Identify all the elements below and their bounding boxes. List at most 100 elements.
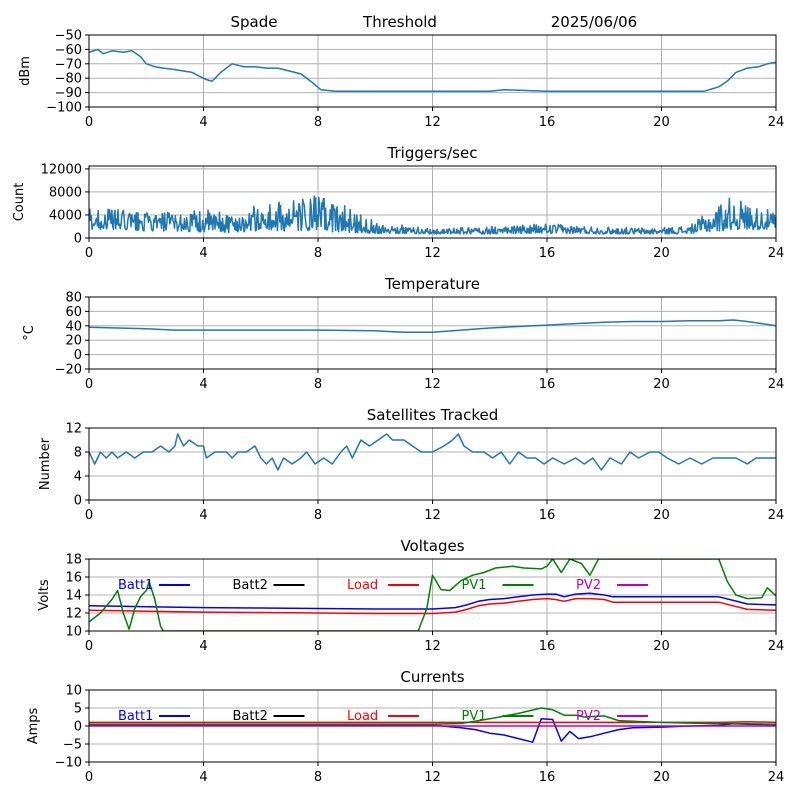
- series-line-pv1: [89, 707, 776, 725]
- y-tick-label: −90: [55, 86, 82, 101]
- header-date: 2025/06/06: [551, 13, 637, 31]
- legend-label-pv1: PV1: [462, 709, 487, 724]
- panel-satellites: 0 4 8 12 16 20 24 0 4 8 12 Satellites Tracked Number: [38, 406, 784, 523]
- x-tick-label: 4: [199, 639, 207, 654]
- panel-title: Currents: [400, 668, 464, 686]
- x-tick-label: 12: [424, 115, 441, 130]
- x-tick-label: 0: [85, 377, 93, 392]
- x-tick-label: 4: [199, 115, 207, 130]
- y-axis-label: dBm: [18, 56, 33, 86]
- x-tick-label: 8: [314, 246, 322, 261]
- y-tick-label: 4000: [49, 208, 82, 223]
- x-tick-label: 0: [85, 508, 93, 523]
- y-tick-label: 40: [65, 319, 82, 334]
- legend-label-pv1: PV1: [462, 578, 487, 593]
- panel-triggers: 0 4 8 12 16 20 24 0 4000 8000 12000 Triggers/sec Cou…: [12, 144, 784, 261]
- x-tick-label: 8: [314, 770, 322, 785]
- x-tick-label: 0: [85, 639, 93, 654]
- x-tick-label: 0: [85, 770, 93, 785]
- y-tick-label: 0: [74, 232, 82, 247]
- panel-title: Temperature: [384, 275, 480, 293]
- x-tick-label: 4: [199, 770, 207, 785]
- x-tick-label: 16: [539, 508, 556, 523]
- y-tick-label: 12: [65, 422, 82, 437]
- x-tick-label: 16: [539, 377, 556, 392]
- x-tick-label: 20: [653, 115, 670, 130]
- x-tick-label: 12: [424, 508, 441, 523]
- legend-label-batt1: Batt1: [118, 709, 153, 724]
- legend-label-batt1: Batt1: [118, 578, 153, 593]
- y-tick-label: 0: [74, 348, 82, 363]
- y-tick-label: −50: [55, 29, 82, 44]
- legend-label-load: Load: [347, 709, 378, 724]
- x-tick-label: 16: [539, 639, 556, 654]
- panel-title: Satellites Tracked: [367, 406, 498, 424]
- y-tick-label: −5: [63, 738, 82, 753]
- plot-area: [89, 559, 776, 631]
- x-tick-label: 24: [768, 639, 785, 654]
- y-tick-label: 20: [65, 334, 82, 349]
- y-tick-label: 8: [74, 446, 82, 461]
- series-line-signal: [89, 48, 776, 92]
- x-tick-label: 20: [653, 246, 670, 261]
- legend-label-load: Load: [347, 578, 378, 593]
- header-mode: Threshold: [362, 13, 437, 31]
- x-tick-label: 8: [314, 377, 322, 392]
- x-tick-label: 8: [314, 639, 322, 654]
- series-line-temperature: [89, 319, 776, 334]
- y-tick-label: −70: [55, 57, 82, 72]
- series-line-batt1: [89, 592, 776, 610]
- y-tick-label: 0: [74, 720, 82, 735]
- x-tick-label: 20: [653, 377, 670, 392]
- x-tick-label: 24: [768, 508, 785, 523]
- y-tick-label: 12000: [41, 162, 82, 177]
- x-tick-label: 20: [653, 770, 670, 785]
- x-tick-label: 12: [424, 639, 441, 654]
- panel-title: Voltages: [400, 537, 464, 555]
- legend-label-pv2: PV2: [576, 709, 601, 724]
- plot-area: [89, 433, 776, 471]
- y-axis-label: Volts: [37, 579, 52, 611]
- x-tick-label: 16: [539, 246, 556, 261]
- y-tick-label: −10: [55, 756, 82, 771]
- x-tick-label: 12: [424, 246, 441, 261]
- legend: Batt1 Batt2 Load PV1 PV2: [118, 709, 648, 724]
- series-line-pv1: [89, 559, 776, 631]
- x-tick-label: 24: [768, 246, 785, 261]
- x-tick-label: 24: [768, 770, 785, 785]
- x-tick-label: 12: [424, 770, 441, 785]
- y-tick-label: 8000: [49, 185, 82, 200]
- y-tick-label: 80: [65, 291, 82, 306]
- x-tick-label: 16: [539, 115, 556, 130]
- x-tick-label: 8: [314, 508, 322, 523]
- series-line-load: [89, 597, 776, 615]
- x-tick-label: 12: [424, 377, 441, 392]
- header-station: Spade: [231, 13, 278, 31]
- legend-label-pv2: PV2: [576, 578, 601, 593]
- series-line-load: [89, 720, 776, 724]
- y-tick-label: 4: [74, 470, 82, 485]
- y-tick-label: −80: [55, 72, 82, 87]
- y-tick-label: 14: [65, 589, 82, 604]
- x-tick-label: 4: [199, 246, 207, 261]
- series-line-satellites: [89, 433, 776, 471]
- x-tick-label: 4: [199, 508, 207, 523]
- x-tick-label: 0: [85, 246, 93, 261]
- y-tick-label: −100: [46, 101, 82, 116]
- legend-label-batt2: Batt2: [233, 578, 268, 593]
- y-axis-label: °C: [22, 325, 37, 341]
- x-tick-label: 24: [768, 377, 785, 392]
- y-tick-label: 0: [74, 494, 82, 509]
- plot-area: [89, 48, 776, 92]
- panel-signal: 0 4 8 12 16 20 24 −100−90−80−70−60−50 dBm: [18, 29, 784, 131]
- y-tick-label: 18: [65, 553, 82, 568]
- plot-area: [89, 319, 776, 334]
- y-axis-label: Amps: [26, 707, 41, 744]
- x-tick-label: 16: [539, 770, 556, 785]
- y-tick-label: 10: [65, 684, 82, 699]
- legend: Batt1 Batt2 Load PV1 PV2: [118, 578, 648, 593]
